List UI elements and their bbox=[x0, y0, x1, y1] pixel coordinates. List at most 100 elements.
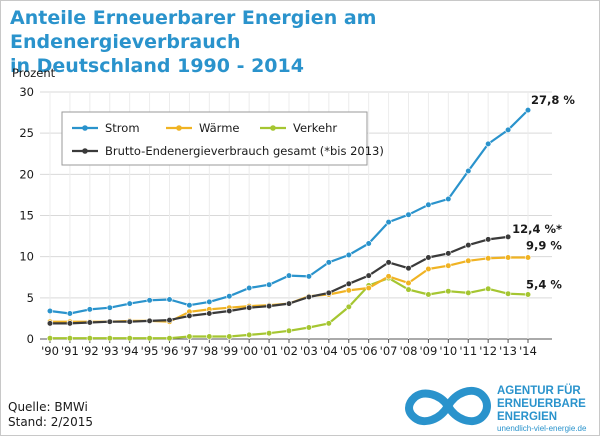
data-point bbox=[106, 335, 113, 342]
source-note: Quelle: BMWi Stand: 2/2015 bbox=[8, 400, 93, 430]
data-point bbox=[86, 335, 93, 342]
end-label: 12,4 %* bbox=[512, 222, 562, 236]
data-point bbox=[285, 327, 293, 334]
x-tick-label: '92 bbox=[81, 344, 99, 358]
data-point bbox=[505, 233, 512, 240]
x-tick-label: '97 bbox=[181, 344, 199, 358]
data-point bbox=[485, 140, 492, 147]
title-line-2: in Deutschland 1990 - 2014 bbox=[10, 55, 304, 77]
x-tick-label: '98 bbox=[200, 344, 218, 358]
x-tick-label: '01 bbox=[260, 344, 278, 358]
data-point bbox=[166, 296, 173, 303]
data-point bbox=[365, 272, 372, 279]
logo-line-1: AGENTUR FÜR bbox=[497, 384, 581, 397]
data-point bbox=[425, 265, 432, 273]
y-tick-label: 30 bbox=[19, 85, 34, 99]
data-point bbox=[46, 335, 54, 342]
legend: Strom Wärme Verkehr Brutto-Endenergieverbra… bbox=[61, 111, 384, 166]
data-point bbox=[186, 302, 193, 309]
data-point bbox=[305, 273, 313, 280]
aee-logo: AGENTUR FÜR ERNEUERBARE ENERGIEN unendli… bbox=[405, 384, 587, 433]
data-point bbox=[445, 262, 452, 269]
data-point bbox=[206, 298, 213, 306]
data-point bbox=[505, 254, 512, 261]
data-point bbox=[385, 273, 392, 280]
logo-line-2: ERNEUERBARE bbox=[497, 398, 586, 410]
data-point bbox=[66, 335, 73, 342]
date-text: Stand: 2/2015 bbox=[8, 415, 93, 429]
data-point bbox=[126, 335, 133, 342]
data-point bbox=[246, 284, 253, 292]
data-point bbox=[325, 320, 332, 327]
data-point bbox=[465, 257, 472, 264]
data-point bbox=[106, 304, 113, 311]
data-point bbox=[365, 240, 372, 247]
y-tick-label: 5 bbox=[27, 291, 34, 305]
data-point bbox=[285, 272, 293, 279]
y-tick-label: 25 bbox=[19, 126, 34, 140]
x-tick-label: '95 bbox=[141, 344, 159, 358]
x-tick-label: '06 bbox=[360, 344, 378, 358]
x-tick-label: '12 bbox=[479, 344, 497, 358]
data-point bbox=[46, 320, 54, 327]
logo-line-3: ENERGIEN bbox=[497, 411, 557, 423]
data-point bbox=[246, 331, 253, 339]
legend-label: Verkehr bbox=[293, 121, 337, 135]
x-tick-label: '99 bbox=[220, 344, 238, 358]
data-point bbox=[425, 201, 432, 208]
data-point bbox=[86, 306, 93, 313]
data-point bbox=[325, 259, 332, 266]
data-point bbox=[266, 281, 273, 288]
data-point bbox=[405, 286, 412, 293]
data-point bbox=[305, 293, 313, 301]
legend-label: Strom bbox=[105, 121, 140, 135]
data-point bbox=[285, 300, 293, 307]
chart-title: Anteile Erneuerbarer Energien am Endener… bbox=[10, 6, 590, 78]
data-point bbox=[86, 319, 93, 326]
data-point bbox=[66, 310, 73, 317]
data-point bbox=[246, 304, 253, 311]
data-point bbox=[485, 236, 492, 243]
data-point bbox=[226, 293, 233, 300]
data-point bbox=[405, 265, 412, 272]
y-tick-label: 20 bbox=[19, 167, 34, 181]
data-point bbox=[46, 307, 54, 315]
data-point bbox=[345, 303, 352, 311]
x-tick-label: '11 bbox=[459, 344, 477, 358]
data-point bbox=[385, 219, 392, 226]
data-point bbox=[505, 126, 512, 133]
x-tick-label: '10 bbox=[439, 344, 457, 358]
data-point bbox=[186, 312, 193, 320]
data-point bbox=[146, 297, 153, 304]
y-tick-label: 0 bbox=[27, 332, 34, 346]
data-point bbox=[126, 300, 133, 307]
data-point bbox=[226, 307, 233, 315]
data-point bbox=[524, 254, 532, 261]
x-tick-label: '05 bbox=[340, 344, 358, 358]
data-point bbox=[385, 259, 392, 266]
x-tick-label: '93 bbox=[101, 344, 119, 358]
end-label: 9,9 % bbox=[526, 239, 562, 253]
x-tick-label: '04 bbox=[320, 344, 338, 358]
end-label: 5,4 % bbox=[526, 278, 562, 292]
x-tick-label: '96 bbox=[161, 344, 179, 358]
x-tick-label: '09 bbox=[420, 344, 438, 358]
data-point bbox=[445, 250, 452, 257]
data-point bbox=[226, 333, 233, 340]
x-tick-label: '00 bbox=[240, 344, 258, 358]
data-point bbox=[465, 289, 472, 297]
source-text: Quelle: BMWi bbox=[8, 400, 88, 414]
data-point bbox=[365, 284, 372, 292]
data-point bbox=[186, 333, 193, 340]
infinity-icon bbox=[405, 386, 491, 426]
data-point bbox=[206, 333, 213, 340]
data-point bbox=[405, 211, 412, 218]
data-point bbox=[146, 335, 153, 342]
data-point bbox=[445, 195, 452, 203]
y-tick-label: 10 bbox=[19, 250, 34, 264]
series-3 bbox=[46, 233, 512, 327]
data-point bbox=[305, 324, 313, 331]
end-label: 27,8 % bbox=[531, 93, 575, 107]
x-tick-label: '08 bbox=[400, 344, 418, 358]
x-tick-label: '13 bbox=[499, 344, 517, 358]
